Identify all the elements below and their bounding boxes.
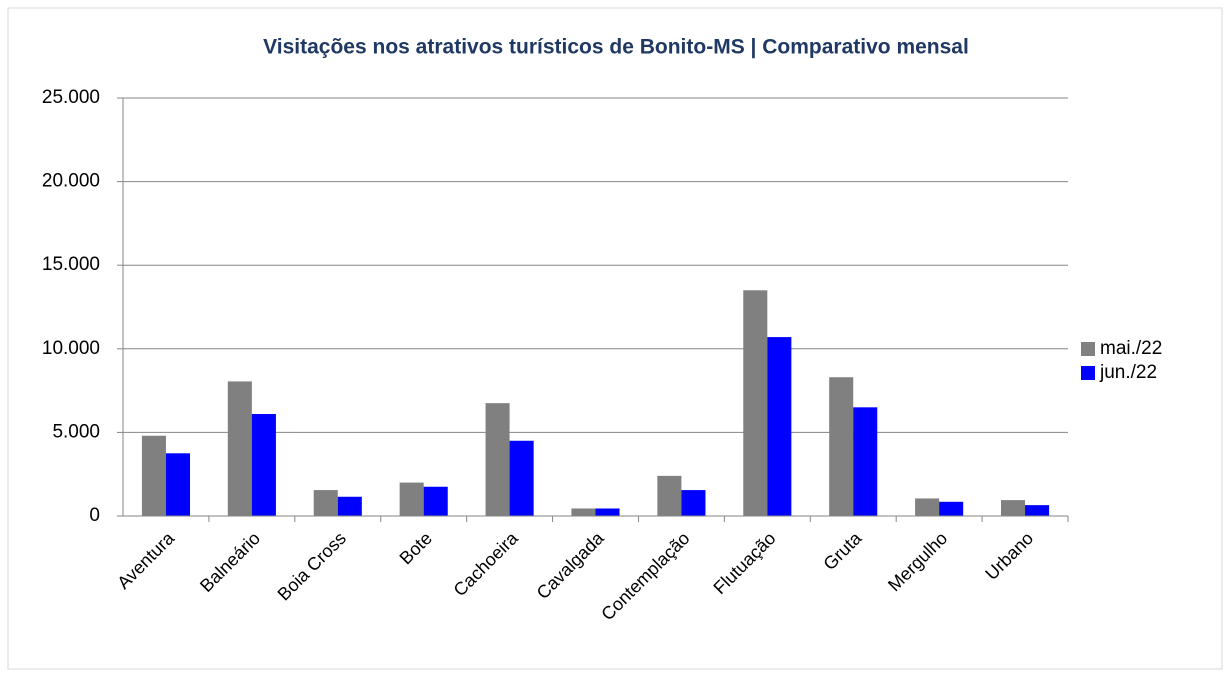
bar (657, 475, 682, 516)
chart-title: Visitações nos atrativos turísticos de B… (263, 36, 969, 59)
bar (915, 498, 940, 516)
bar (509, 440, 534, 516)
y-tick-label: 10.000 (42, 338, 100, 359)
bar (423, 486, 448, 516)
bar (1000, 500, 1026, 516)
bar (681, 490, 706, 516)
legend-swatch (1081, 342, 1095, 356)
bar (141, 435, 166, 516)
legend-label: jun./22 (1099, 362, 1157, 383)
y-tick-label: 5.000 (52, 421, 100, 442)
bar (227, 381, 252, 516)
bar (595, 508, 620, 516)
y-tick-label: 25.000 (42, 87, 100, 108)
bar (251, 414, 276, 516)
bar (571, 508, 596, 516)
y-tick-label: 20.000 (42, 171, 100, 192)
bar (165, 453, 191, 516)
bar (939, 501, 964, 516)
bar (485, 403, 510, 516)
bar (313, 490, 338, 516)
bar (829, 377, 854, 516)
y-tick-label: 0 (89, 505, 100, 526)
bar (743, 290, 768, 516)
legend-label: mai./22 (1100, 338, 1162, 359)
bar (767, 337, 792, 516)
bar (1025, 505, 1050, 516)
bar (337, 496, 362, 516)
bar (399, 482, 424, 516)
chart-border (7, 7, 1223, 670)
bar (853, 407, 878, 516)
y-tick-label: 15.000 (42, 254, 100, 275)
legend-swatch (1081, 366, 1095, 380)
